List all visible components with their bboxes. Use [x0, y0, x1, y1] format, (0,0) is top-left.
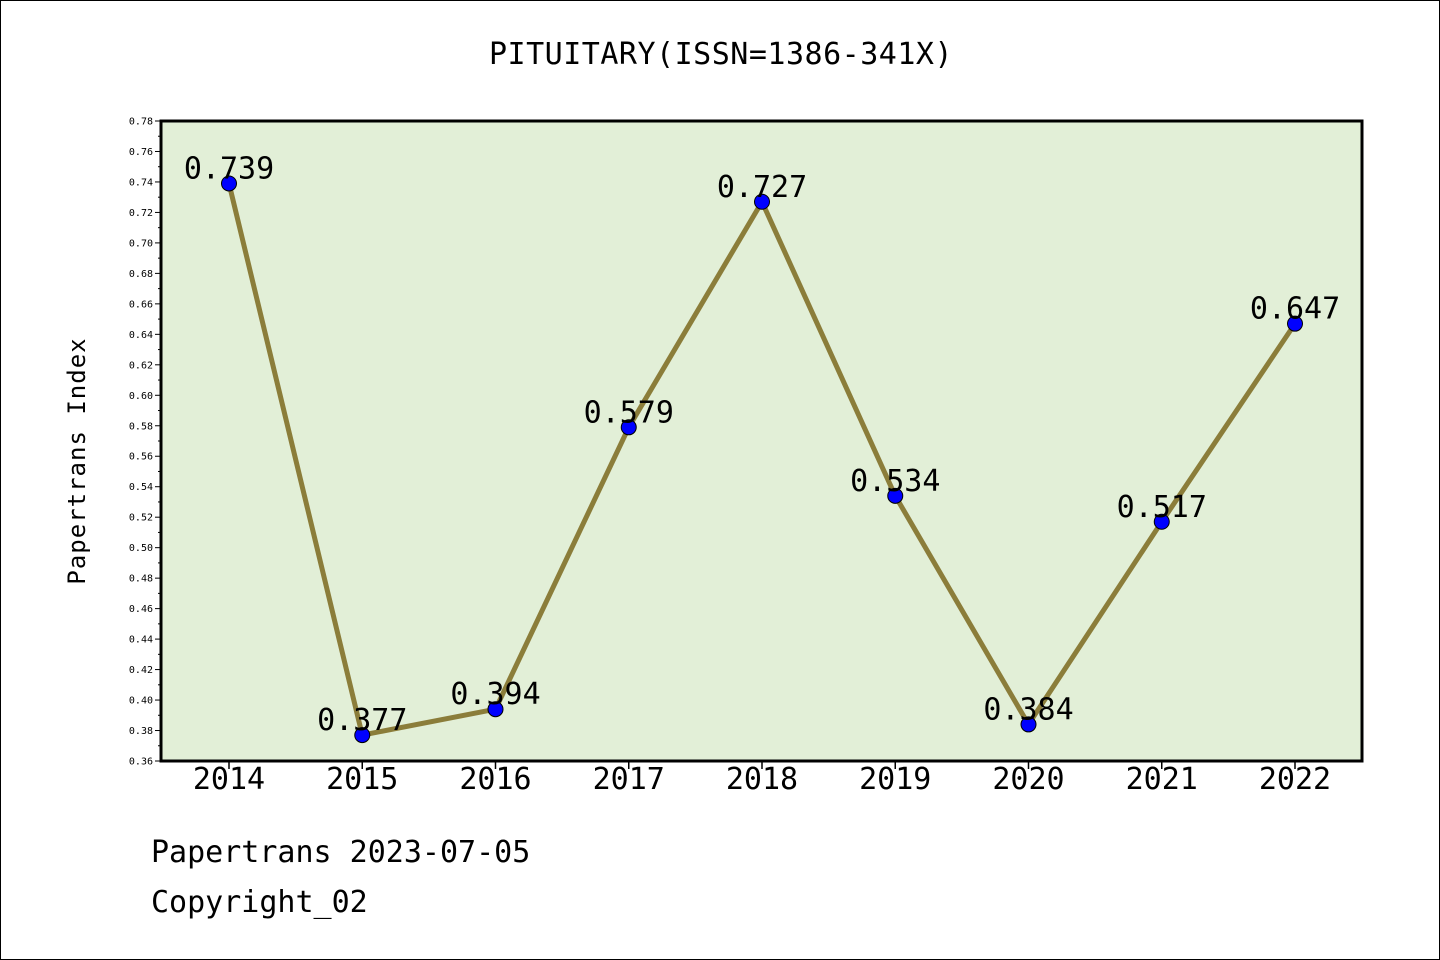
x-tick-label: 2017 [593, 762, 665, 797]
y-tick-label: 0.56 [129, 452, 153, 463]
y-tick-label: 0.68 [129, 269, 153, 280]
y-tick-label: 0.70 [129, 238, 153, 249]
y-tick-label: 0.36 [129, 757, 153, 768]
data-label: 0.517 [1117, 490, 1207, 525]
footer-date: Papertrans 2023-07-05 [151, 835, 531, 870]
chart-title: PITUITARY(ISSN=1386-341X) [488, 37, 954, 72]
x-axis-ticks: 2014 2015 2016 2017 2018 2019 2020 2021 2022 [193, 761, 1331, 797]
y-axis-ticks: 0.36 0.38 0.40 0.42 0.44 0.46 0.48 0.50 0.52 0.54… [129, 117, 161, 768]
data-point [487, 701, 504, 718]
data-point [1153, 513, 1170, 530]
data-points [221, 175, 1303, 744]
y-tick-label: 0.44 [129, 635, 153, 646]
data-point [354, 727, 371, 744]
data-point [620, 419, 637, 436]
data-label: 0.377 [317, 703, 407, 738]
y-tick-label: 0.74 [129, 177, 153, 188]
y-tick-label: 0.46 [129, 604, 153, 615]
footer-copyright: Copyright_02 [151, 885, 368, 920]
x-tick-label: 2015 [326, 762, 398, 797]
data-label: 0.579 [584, 395, 674, 430]
y-tick-label: 0.54 [129, 482, 153, 493]
data-labels: 0.739 0.377 0.394 0.579 0.727 0.534 0.384 0.517… [184, 151, 1340, 738]
data-point [1020, 716, 1037, 733]
y-tick-label: 0.58 [129, 421, 153, 432]
y-tick-label: 0.62 [129, 360, 153, 371]
plot-area [161, 121, 1362, 761]
data-label: 0.727 [717, 170, 807, 205]
data-label: 0.739 [184, 151, 274, 186]
x-tick-label: 2019 [859, 762, 931, 797]
y-tick-label: 0.48 [129, 574, 153, 585]
data-point [221, 175, 237, 192]
y-tick-label: 0.52 [129, 513, 153, 524]
data-label: 0.647 [1250, 292, 1340, 327]
data-point [887, 487, 904, 504]
y-tick-label: 0.50 [129, 543, 153, 554]
data-point [754, 193, 770, 210]
data-label: 0.394 [450, 677, 540, 712]
y-tick-label: 0.42 [129, 665, 153, 676]
y-tick-label: 0.66 [129, 299, 153, 310]
y-tick-label: 0.38 [129, 726, 153, 737]
data-label: 0.384 [983, 692, 1073, 727]
x-tick-label: 2020 [992, 762, 1064, 797]
y-tick-label: 0.72 [129, 208, 153, 219]
y-tick-label: 0.76 [129, 147, 153, 158]
plot-frame [159, 119, 1364, 763]
data-point [1287, 315, 1303, 332]
y-tick-label: 0.40 [129, 696, 153, 707]
data-label: 0.534 [850, 464, 940, 499]
x-tick-label: 2022 [1259, 762, 1331, 797]
x-tick-label: 2018 [726, 762, 798, 797]
x-tick-label: 2016 [459, 762, 531, 797]
x-tick-label: 2021 [1126, 762, 1198, 797]
y-tick-label: 0.60 [129, 391, 153, 402]
x-tick-label: 2014 [193, 762, 265, 797]
y-tick-label: 0.64 [129, 330, 153, 341]
y-tick-label: 0.78 [129, 117, 153, 128]
